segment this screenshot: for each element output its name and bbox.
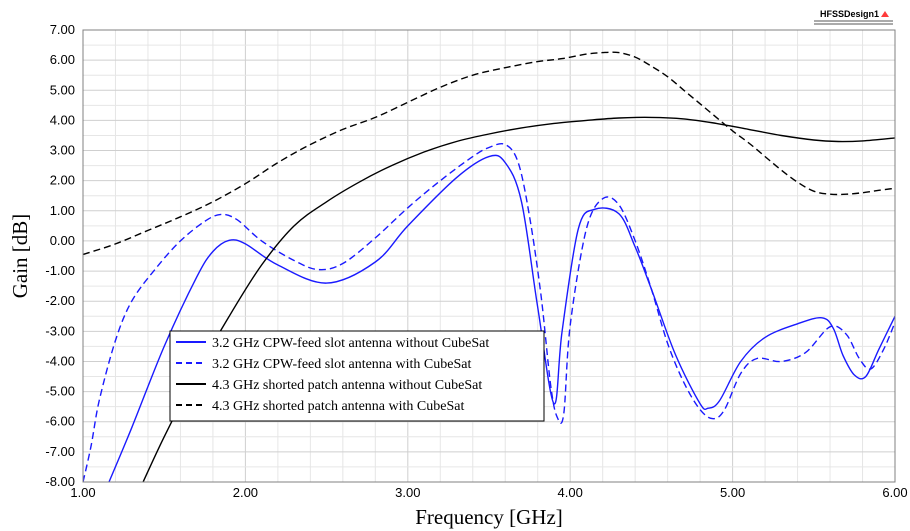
legend-label-4: 4.3 GHz shorted patch antenna with CubeS… — [212, 399, 464, 414]
y-axis-title: Gain [dB] — [8, 214, 32, 299]
legend-label-2: 3.2 GHz CPW-feed slot antenna with CubeS… — [212, 357, 471, 372]
plot-frame — [82, 29, 896, 483]
x-tick-label: 4.00 — [558, 485, 583, 500]
y-tick-label: -2.00 — [45, 293, 75, 308]
y-tick-label: 7.00 — [50, 22, 75, 37]
y-tick-label: -1.00 — [45, 263, 75, 278]
series-line-4 — [83, 51, 895, 256]
series-line-3 — [142, 116, 895, 482]
legend-box — [169, 330, 545, 422]
x-tick-label: 1.00 — [70, 485, 95, 500]
legend: 3.2 GHz CPW-feed slot antenna without Cu… — [169, 330, 545, 422]
y-tick-label: -6.00 — [45, 414, 75, 429]
y-tick-label: -8.00 — [45, 474, 75, 489]
y-tick-label: -3.00 — [45, 323, 75, 338]
y-tick-label: 5.00 — [50, 82, 75, 97]
legend-label-1: 3.2 GHz CPW-feed slot antenna without Cu… — [212, 336, 489, 351]
y-tick-label: 4.00 — [50, 112, 75, 127]
y-tick-label: 1.00 — [50, 203, 75, 218]
y-tick-label: 3.00 — [50, 143, 75, 158]
design-label: HFSSDesign1 — [814, 9, 893, 25]
y-tick-label: -4.00 — [45, 353, 75, 368]
x-tick-labels: 1.00 2.00 3.00 4.00 5.00 6.00 — [70, 485, 907, 500]
series-line-1 — [108, 154, 895, 482]
y-tick-labels: 7.00 6.00 5.00 4.00 3.00 2.00 1.00 0.00 -1.00 -2.… — [45, 22, 75, 489]
legend-label-3: 4.3 GHz shorted patch antenna without Cu… — [212, 378, 482, 393]
y-tick-label: -5.00 — [45, 384, 75, 399]
series-line-2 — [83, 142, 895, 482]
x-tick-label: 3.00 — [395, 485, 420, 500]
y-tick-label: -7.00 — [45, 444, 75, 459]
x-tick-label: 6.00 — [882, 485, 907, 500]
y-tick-label: 6.00 — [50, 52, 75, 67]
design-marker-icon — [881, 11, 889, 17]
design-label-text: HFSSDesign1 — [820, 9, 879, 19]
x-tick-label: 5.00 — [720, 485, 745, 500]
series-layer — [83, 51, 895, 482]
y-tick-label: 2.00 — [50, 173, 75, 188]
x-axis-title: Frequency [GHz] — [415, 505, 563, 529]
y-tick-label: 0.00 — [50, 233, 75, 248]
x-tick-label: 2.00 — [233, 485, 258, 500]
